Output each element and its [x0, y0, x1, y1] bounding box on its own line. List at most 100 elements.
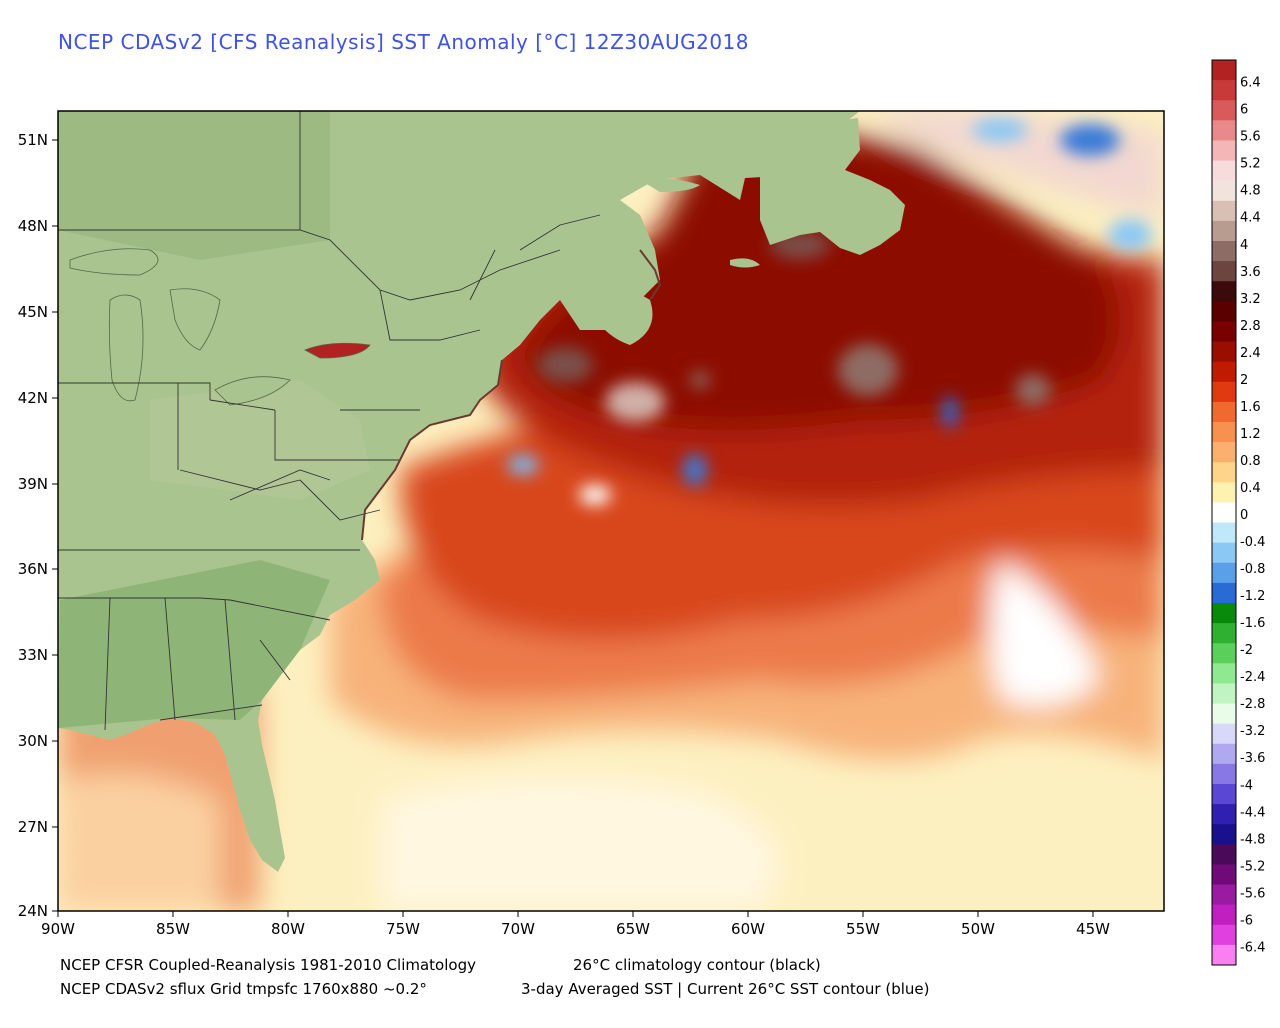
- lon-label: 60W: [731, 920, 765, 938]
- colorbar-label: 2.4: [1240, 346, 1261, 361]
- colorbar-swatch: [1212, 180, 1236, 202]
- colorbar-swatch: [1212, 763, 1236, 785]
- colorbar-swatch: [1212, 562, 1236, 584]
- colorbar-label: 3.6: [1240, 265, 1261, 280]
- colorbar-swatch: [1212, 482, 1236, 503]
- colorbar-swatch: [1212, 924, 1236, 946]
- colorbar-swatch: [1212, 301, 1236, 322]
- lat-label: 36N: [18, 560, 48, 578]
- lon-label: 70W: [501, 920, 535, 938]
- colorbar-swatch: [1212, 401, 1236, 423]
- footer-grid-source: NCEP CDASv2 sflux Grid tmpsfc 1760x880 ~…: [60, 980, 427, 998]
- colorbar-label: -5.6: [1240, 886, 1265, 901]
- colorbar-swatch: [1212, 241, 1236, 262]
- lon-labels: 90W 85W 80W 75W 70W 65W 60W 55W 50W 45W: [41, 920, 1110, 938]
- footer-climatology: NCEP CFSR Coupled-Reanalysis 1981-2010 C…: [60, 956, 476, 974]
- colorbar-label: 3.2: [1240, 292, 1261, 307]
- colorbar-swatch: [1212, 824, 1236, 845]
- colorbar-label: 0.8: [1240, 454, 1261, 469]
- colorbar-label: -0.4: [1240, 535, 1265, 550]
- colorbar-swatch: [1212, 140, 1236, 162]
- lat-label: 42N: [18, 389, 48, 407]
- colorbar-label: 0.4: [1240, 481, 1261, 496]
- colorbar-label: -6.4: [1240, 940, 1265, 955]
- colorbar-label: 1.2: [1240, 427, 1261, 442]
- colorbar-label: -1.6: [1240, 616, 1265, 631]
- colorbar-swatch: [1212, 703, 1236, 725]
- colorbar-swatch: [1212, 643, 1236, 664]
- colorbar-swatch: [1212, 100, 1236, 121]
- colorbar-label: -3.6: [1240, 751, 1265, 766]
- lon-label: 55W: [846, 920, 880, 938]
- colorbar-label: 2: [1240, 373, 1248, 388]
- colorbar-swatch: [1212, 743, 1236, 765]
- map-plot-area: [58, 111, 1164, 911]
- colorbar-label: -5.2: [1240, 859, 1265, 874]
- colorbar-frame: [1211, 59, 1237, 966]
- colorbar-swatch: [1212, 623, 1236, 644]
- map-frame: [57, 110, 1165, 912]
- colorbar-swatch: [1212, 422, 1236, 443]
- lat-label: 24N: [18, 902, 48, 920]
- colorbar-swatch: [1212, 261, 1236, 282]
- colorbar-swatch: [1212, 321, 1236, 343]
- colorbar-swatch: [1212, 844, 1236, 865]
- colorbar-swatch: [1212, 663, 1236, 684]
- colorbar-label: 4: [1240, 238, 1248, 253]
- colorbar-swatch: [1212, 200, 1236, 222]
- lon-label: 85W: [156, 920, 190, 938]
- colorbar-label: -4: [1240, 778, 1253, 793]
- colorbar-label: 0: [1240, 508, 1248, 523]
- colorbar-swatch: [1212, 864, 1236, 886]
- colorbar-swatch: [1212, 361, 1236, 383]
- lat-label: 33N: [18, 646, 48, 664]
- colorbar-swatch: [1212, 381, 1236, 403]
- colorbar-label: 1.6: [1240, 400, 1261, 415]
- colorbar-label: -3.2: [1240, 724, 1265, 739]
- lat-label: 39N: [18, 475, 48, 493]
- lon-label: 65W: [616, 920, 650, 938]
- lat-label: 48N: [18, 217, 48, 235]
- colorbar-label: 5.6: [1240, 130, 1261, 145]
- colorbar-swatch: [1212, 683, 1236, 705]
- colorbar: 6.4 6 5.6 5.2 4.8 4.4 4 3.6 3.2 2.8 2.4 2 1.6 1.2 0.8 0…: [1211, 59, 1265, 966]
- lon-ticks: [57, 911, 1094, 917]
- boundaries: [58, 111, 601, 731]
- lon-label: 50W: [961, 920, 995, 938]
- colorbar-swatch: [1212, 884, 1236, 906]
- coast-warm-fringe: [361, 249, 662, 541]
- colorbar-label: 6: [1240, 103, 1248, 118]
- colorbar-label: 4.4: [1240, 211, 1261, 226]
- colorbar-swatch: [1212, 723, 1236, 745]
- colorbar-swatch: [1212, 603, 1236, 624]
- colorbar-swatch: [1212, 220, 1236, 242]
- map-title: NCEP CDASv2 [CFS Reanalysis] SST Anomaly…: [58, 30, 749, 54]
- lat-label: 51N: [18, 131, 48, 149]
- colorbar-swatch: [1212, 502, 1236, 524]
- colorbar-swatch: [1212, 341, 1236, 363]
- land: [58, 111, 905, 872]
- colorbar-label: 4.8: [1240, 184, 1261, 199]
- lat-label: 45N: [18, 303, 48, 321]
- colorbar-label: -6: [1240, 913, 1253, 928]
- colorbar-label: -2: [1240, 643, 1253, 658]
- colorbar-label: -0.8: [1240, 562, 1265, 577]
- colorbar-swatch: [1212, 60, 1236, 81]
- colorbar-label: -2.8: [1240, 697, 1265, 712]
- colorbar-label: -4.8: [1240, 832, 1265, 847]
- anomaly-lows: [507, 118, 1152, 505]
- colorbar-label: -4.4: [1240, 805, 1265, 820]
- colorbar-label: -1.2: [1240, 589, 1265, 604]
- colorbar-swatch: [1212, 904, 1236, 926]
- lon-label: 80W: [271, 920, 305, 938]
- colorbar-swatch: [1212, 120, 1236, 141]
- colorbar-swatch: [1212, 944, 1236, 966]
- anomaly-highs: [537, 231, 1051, 422]
- colorbar-label: 2.8: [1240, 319, 1261, 334]
- lon-label: 75W: [386, 920, 420, 938]
- footer-sst-contour: 3-day Averaged SST | Current 26°C SST co…: [521, 980, 930, 998]
- colorbar-swatch: [1212, 160, 1236, 182]
- colorbar-label: 5.2: [1240, 157, 1261, 172]
- lat-ticks: [52, 139, 58, 912]
